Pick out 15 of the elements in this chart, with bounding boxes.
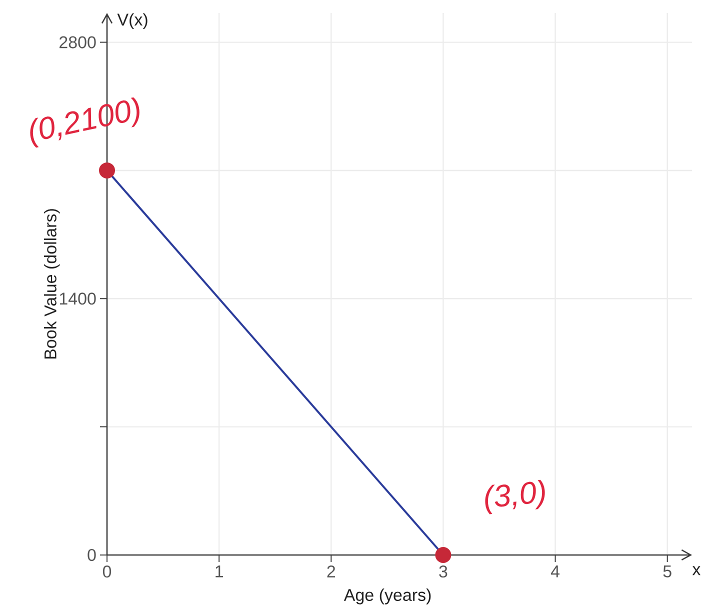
y-tick-label: 2800 bbox=[60, 36, 96, 48]
x-tick-label: 2 bbox=[327, 566, 336, 578]
x-tick-label: 5 bbox=[663, 566, 672, 578]
annotation: (0,2100) bbox=[30, 97, 140, 148]
y-tick-label: 1400 bbox=[60, 292, 96, 305]
text: x bbox=[692, 566, 701, 576]
x-tick-label: 4 bbox=[550, 566, 560, 578]
y-axis-title: Book Value (dollars) bbox=[44, 209, 60, 358]
annotation: V(x) bbox=[117, 13, 148, 30]
x-tick-label: 1 bbox=[216, 566, 223, 578]
y-tick-label: 0 bbox=[88, 548, 96, 562]
annotation: (3,0) bbox=[485, 480, 545, 514]
x-tick-label: 3 bbox=[439, 566, 448, 578]
x-tick-label: 0 bbox=[102, 566, 112, 578]
x-axis-title: Age (years) bbox=[344, 588, 431, 604]
